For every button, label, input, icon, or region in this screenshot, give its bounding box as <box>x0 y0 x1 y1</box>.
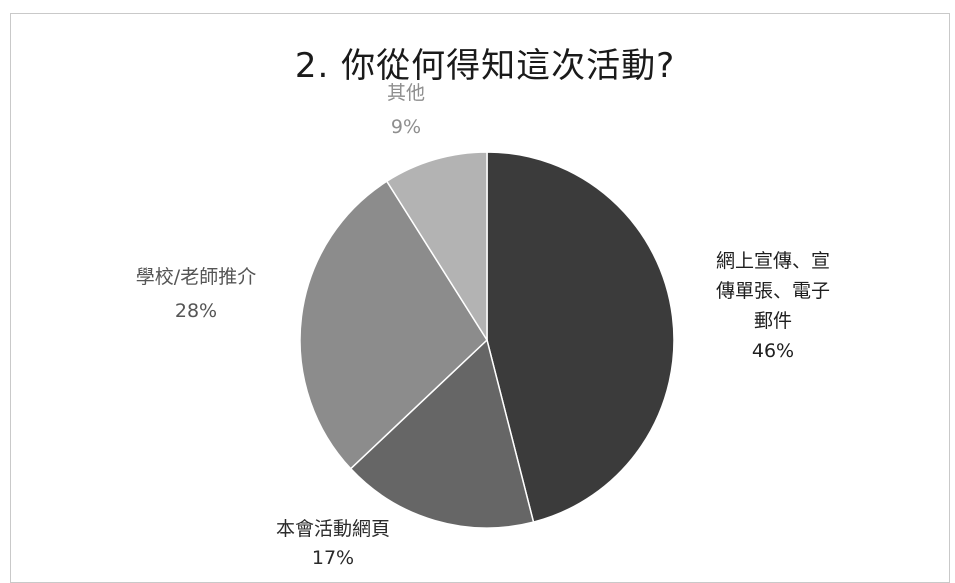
slice-name-label: 學校/老師推介 <box>136 266 256 288</box>
pie-slice-1 <box>486 151 675 524</box>
slice-label-1: 網上宣傳、宣傳單張、電子郵件 46% <box>716 250 830 362</box>
pie-slice-3 <box>299 180 488 470</box>
slice-name-label: 郵件 <box>754 310 792 332</box>
slice-label-2: 本會活動網頁 17% <box>276 518 390 569</box>
chart-title: 2. 你從何得知這次活動? <box>294 46 676 86</box>
pie-slice-4 <box>385 151 488 343</box>
slice-value-label: 17% <box>312 547 354 569</box>
slice-value-label: 28% <box>175 300 217 322</box>
slice-label-3: 學校/老師推介 28% <box>136 266 256 322</box>
pie-slice-2 <box>349 338 535 529</box>
slice-name-label: 本會活動網頁 <box>276 518 390 540</box>
slice-name-label: 其他 <box>387 82 425 104</box>
slice-value-label: 9% <box>391 116 421 138</box>
slice-value-label: 46% <box>752 340 794 362</box>
slice-name-label: 傳單張、電子 <box>716 280 830 302</box>
slice-name-label: 網上宣傳、宣 <box>716 250 830 272</box>
slice-label-4: 其他 9% <box>387 82 425 138</box>
